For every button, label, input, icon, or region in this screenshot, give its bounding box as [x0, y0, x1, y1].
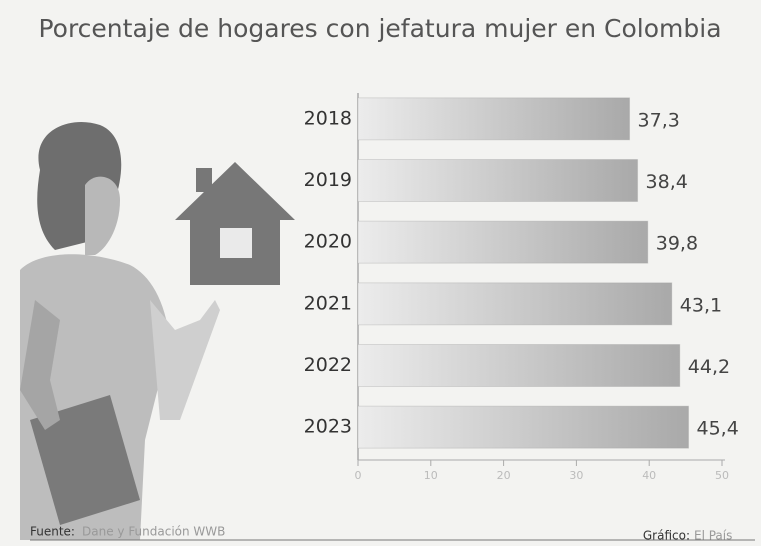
y-tick-label: 2023	[304, 416, 352, 438]
y-tick-label: 2019	[304, 169, 352, 191]
chart-title: Porcentaje de hogares con jefatura mujer…	[38, 14, 721, 43]
x-tick-label: 0	[355, 469, 362, 482]
x-tick-label: 20	[497, 469, 511, 482]
value-label: 37,3	[638, 109, 680, 131]
x-tick-label: 40	[642, 469, 656, 482]
value-label: 38,4	[646, 171, 688, 193]
source-label: Fuente:	[30, 525, 75, 539]
chart: Porcentaje de hogares con jefatura mujer…	[0, 0, 761, 546]
y-tick-label: 2020	[304, 231, 352, 253]
bar	[358, 221, 648, 263]
bar	[358, 283, 672, 325]
page: Porcentaje de hogares con jefatura mujer…	[0, 0, 761, 546]
source: Dane y Fundación WWB	[82, 525, 225, 539]
value-label: 43,1	[680, 294, 722, 316]
x-tick-label: 30	[569, 469, 583, 482]
credit: El País	[694, 529, 732, 543]
value-label: 44,2	[688, 356, 730, 378]
x-tick-label: 10	[424, 469, 438, 482]
value-label: 45,4	[697, 418, 739, 440]
y-tick-label: 2022	[304, 354, 352, 376]
value-label: 39,8	[656, 233, 698, 255]
bar	[358, 345, 680, 387]
bar	[358, 406, 689, 448]
credit-label: Gráfico:	[643, 529, 690, 543]
y-tick-label: 2018	[304, 107, 352, 129]
x-tick-label: 50	[715, 469, 729, 482]
y-tick-label: 2021	[304, 292, 352, 314]
bar	[358, 98, 630, 140]
bar	[358, 160, 638, 202]
